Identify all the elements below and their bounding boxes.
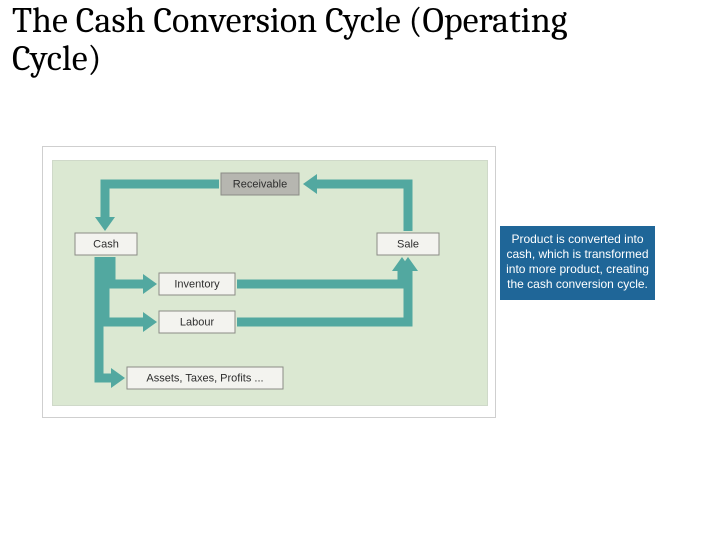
flow-diagram: Receivable Cash Sale Inventory Labour Assets,… [52,160,488,406]
node-label-receivable: Receivable [233,178,287,190]
slide-title: The Cash Conversion Cycle (Operating Cyc… [12,2,652,78]
node-assets: Assets, Taxes, Profits ... [127,367,283,389]
node-receivable: Receivable [221,173,299,195]
callout-box: Product is converted into cash, which is… [500,226,655,300]
node-label-cash: Cash [93,238,119,250]
diagram-container: Receivable Cash Sale Inventory Labour Assets,… [42,146,496,418]
node-cash: Cash [75,233,137,255]
node-label-inventory: Inventory [174,278,220,290]
slide: The Cash Conversion Cycle (Operating Cyc… [0,0,720,540]
node-label-assets: Assets, Taxes, Profits ... [146,372,263,384]
flow-svg: Receivable Cash Sale Inventory Labour Assets,… [53,161,487,405]
node-label-labour: Labour [180,316,215,328]
node-labour: Labour [159,311,235,333]
node-inventory: Inventory [159,273,235,295]
node-sale: Sale [377,233,439,255]
node-label-sale: Sale [397,238,419,250]
